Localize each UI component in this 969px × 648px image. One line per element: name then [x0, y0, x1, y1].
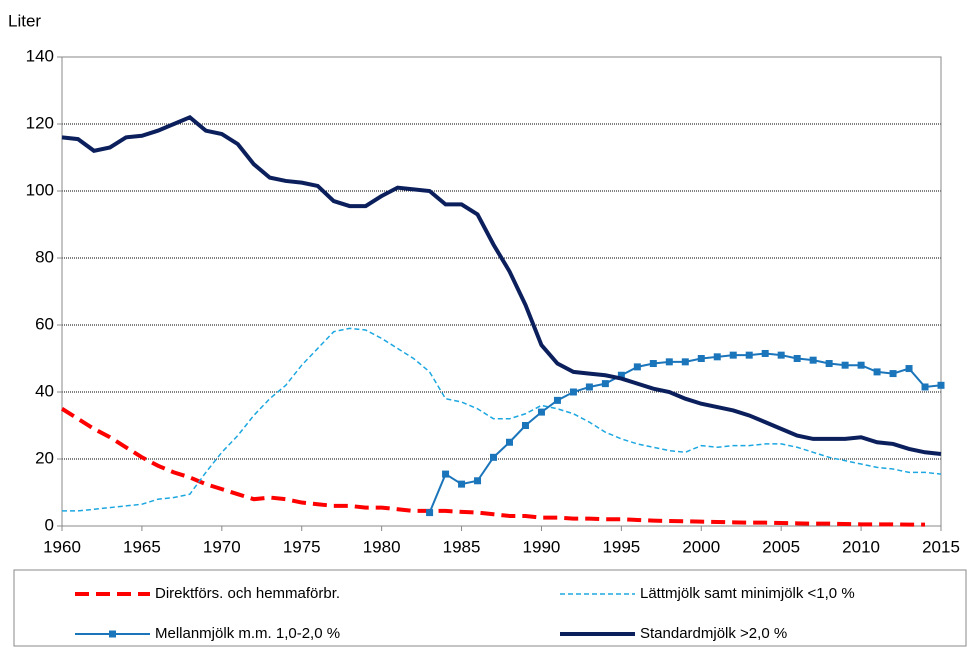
y-tick-label: 120: [26, 113, 54, 132]
series-marker: [825, 360, 833, 368]
series-line: [60, 407, 926, 527]
series-marker: [905, 365, 913, 373]
series-marker: [601, 380, 609, 388]
series-marker: [633, 363, 641, 371]
legend-label: Mellanmjölk m.m. 1,0-2,0 %: [155, 625, 340, 642]
series-marker: [745, 351, 753, 359]
series-marker: [569, 388, 577, 396]
x-tick-label: 1985: [443, 537, 481, 556]
x-tick-label: 1990: [523, 537, 561, 556]
series-marker: [729, 351, 737, 359]
series-marker: [761, 349, 769, 357]
series-marker: [713, 353, 721, 361]
series-marker: [857, 361, 865, 369]
series-marker: [553, 396, 561, 404]
series-marker: [889, 370, 897, 378]
y-tick-label: 100: [26, 180, 54, 199]
legend-item: Standardmjölk >2,0 %: [560, 625, 787, 642]
series-marker: [458, 480, 466, 488]
x-tick-label: 1960: [43, 537, 81, 556]
series-marker: [537, 408, 545, 416]
x-tick-label: 2000: [682, 537, 720, 556]
series-marker: [521, 422, 529, 429]
legend-item: Mellanmjölk m.m. 1,0-2,0 %: [75, 625, 340, 642]
series-marker: [617, 371, 625, 379]
x-tick-label: 1965: [123, 537, 161, 556]
x-tick-label: 2010: [842, 537, 880, 556]
series-marker: [649, 360, 657, 368]
series-marker: [681, 358, 689, 366]
y-axis-label: Liter: [8, 11, 41, 30]
series-marker: [937, 381, 945, 389]
legend-label: Lättmjölk samt minimjölk <1,0 %: [640, 585, 855, 602]
series-marker: [585, 383, 593, 391]
series-marker: [490, 453, 498, 461]
series-marker: [697, 355, 705, 362]
series-marker: [442, 470, 450, 478]
series-marker: [505, 438, 513, 446]
series-marker: [665, 358, 673, 366]
y-tick-label: 20: [35, 448, 54, 467]
series-marker: [841, 361, 849, 369]
x-tick-label: 1975: [283, 537, 321, 556]
series-line: [62, 327, 942, 512]
series-marker: [809, 356, 817, 364]
series-marker: [474, 477, 482, 485]
legend-item: Direktförs. och hemmaförbr.: [75, 585, 340, 602]
series-line: [428, 352, 942, 513]
y-tick-label: 80: [35, 247, 54, 266]
y-tick-label: 60: [35, 314, 54, 333]
x-tick-label: 2015: [922, 537, 960, 556]
series-marker: [793, 355, 801, 362]
series-marker: [873, 368, 881, 376]
legend-label: Standardmjölk >2,0 %: [640, 625, 787, 642]
plot-area: [61, 56, 942, 527]
legend-marker: [109, 630, 116, 638]
legend-box: [13, 569, 967, 647]
series-marker: [921, 383, 929, 391]
x-tick-label: 2005: [762, 537, 800, 556]
y-tick-label: 0: [45, 515, 54, 534]
x-tick-label: 1970: [203, 537, 241, 556]
y-tick-label: 40: [35, 381, 54, 400]
legend-item: Lättmjölk samt minimjölk <1,0 %: [560, 585, 855, 602]
series-line: [61, 114, 942, 456]
x-tick-label: 1980: [363, 537, 401, 556]
x-tick-label: 1995: [602, 537, 640, 556]
y-tick-label: 140: [26, 46, 54, 65]
series-marker: [426, 509, 434, 517]
legend-label: Direktförs. och hemmaförbr.: [155, 585, 340, 602]
series-marker: [777, 351, 785, 359]
